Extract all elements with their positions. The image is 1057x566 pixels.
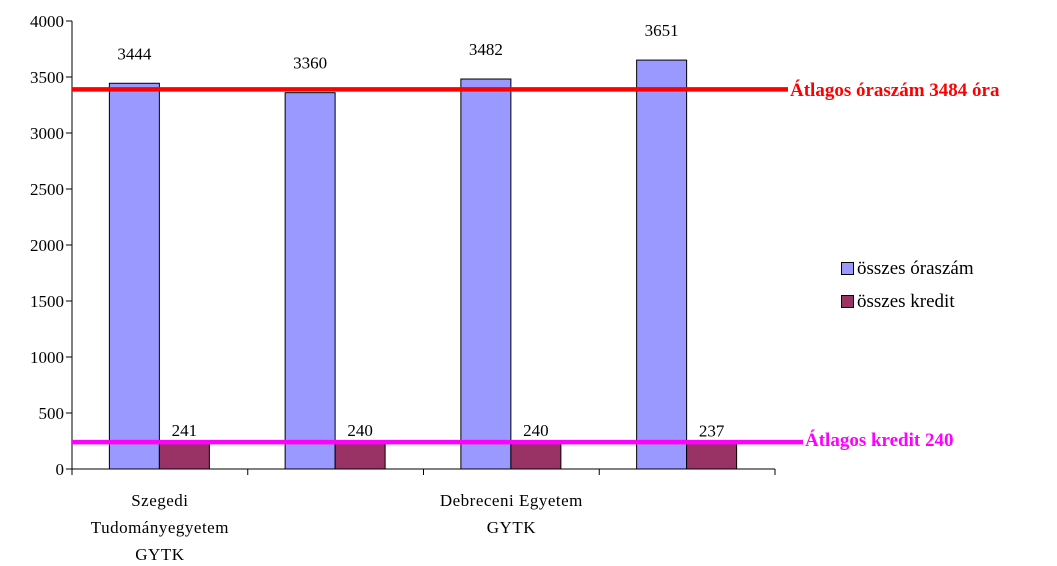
bar-credit [334,441,386,470]
y-tick-label: 0 [56,460,65,479]
data-label: 3651 [645,21,679,40]
y-tick-label: 4000 [30,12,64,31]
bar-hours [108,82,160,470]
average-credit-annotation: Átlagos kredit 240 [805,430,954,451]
legend-item-series-2: összes kredit [841,285,974,318]
bar-credit [510,441,562,470]
data-label: 237 [699,421,725,440]
x-category-label: Tudományegyetem [91,518,229,537]
x-axis: Szegedi Tudományegyetem GYTK Debreceni Egye… [71,468,776,564]
data-label: 3444 [117,44,152,63]
y-tick-label: 3000 [30,124,64,143]
bar-credit [158,441,210,470]
y-tick-label: 3500 [30,68,64,87]
legend-label: összes kredit [857,290,955,312]
data-labels: 3444 3360 3482 3651 241 240 240 237 [117,21,725,440]
data-label: 240 [347,421,373,440]
y-tick-label: 1500 [30,292,64,311]
y-tick-label: 1000 [30,348,64,367]
data-label: 241 [172,421,198,440]
bars [108,59,738,470]
y-tick-label: 2500 [30,180,64,199]
x-category-label: GYTK [487,518,536,537]
legend-swatch [841,295,854,308]
x-category-label: GYTK [135,545,184,564]
legend-swatch [841,262,854,275]
x-category-label: Debreceni Egyetem [440,491,583,510]
x-category-label: Szegedi [131,491,188,510]
average-hours-annotation: Átlagos óraszám 3484 óra [790,80,1000,101]
legend-label: összes óraszám [857,257,974,279]
data-label: 3482 [469,40,503,59]
bar-hours [460,78,512,470]
bar-hours [636,59,688,470]
reference-lines [72,87,803,445]
data-label: 3360 [293,54,327,73]
y-axis: 0 500 1000 1500 2000 2500 3000 3500 4000 [30,12,73,479]
bar-hours [284,92,336,470]
bar-credit [686,441,738,470]
data-label: 240 [523,421,549,440]
legend-item-series-1: összes óraszám [841,252,974,285]
y-tick-label: 500 [39,404,65,423]
y-tick-label: 2000 [30,236,64,255]
legend: összes óraszám összes kredit [841,252,974,318]
